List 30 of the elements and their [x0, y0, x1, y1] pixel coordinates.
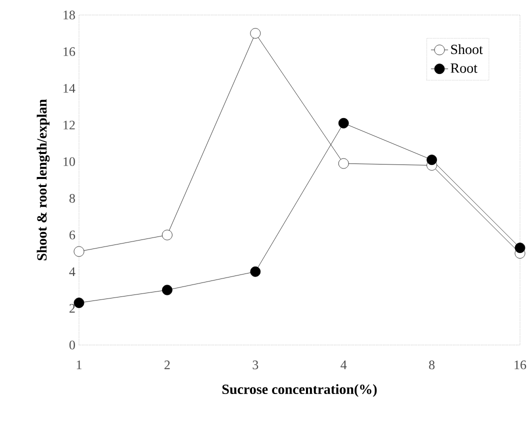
y-tick-label: 12	[64, 120, 75, 130]
legend-label: Shoot	[451, 44, 483, 54]
legend-label: Root	[450, 64, 478, 73]
y-tick-label: 18	[64, 10, 75, 20]
point	[426, 154, 437, 166]
x-tick-label: 2	[164, 360, 170, 370]
x-tick-label: 16	[514, 360, 526, 370]
x-tick-label: 4	[340, 360, 347, 370]
point	[338, 158, 349, 169]
point	[338, 118, 349, 128]
point	[162, 230, 172, 240]
y-axis-title: Shoot & root length/explan	[36, 99, 50, 260]
y-tick-label: 4	[69, 267, 76, 276]
x-tick-label: 1	[76, 360, 82, 370]
point	[514, 242, 526, 254]
y-tick-label: 8	[69, 194, 75, 203]
y-tick-label: 16	[64, 47, 76, 56]
x-axis-title: Sucrose concentration(%)	[222, 384, 377, 397]
x-tick-label: 3	[252, 360, 258, 370]
y-tick-label: 10	[64, 157, 75, 166]
point	[250, 28, 261, 39]
point	[250, 266, 261, 277]
y-tick-label: 6	[70, 230, 76, 240]
point	[74, 298, 84, 308]
y-tick-label: 14	[64, 84, 76, 93]
y-tick-label: 2	[70, 304, 75, 313]
point	[74, 246, 84, 257]
point	[162, 284, 172, 296]
x-tick-label: 8	[429, 360, 435, 370]
y-tick-label: 0	[69, 340, 75, 350]
